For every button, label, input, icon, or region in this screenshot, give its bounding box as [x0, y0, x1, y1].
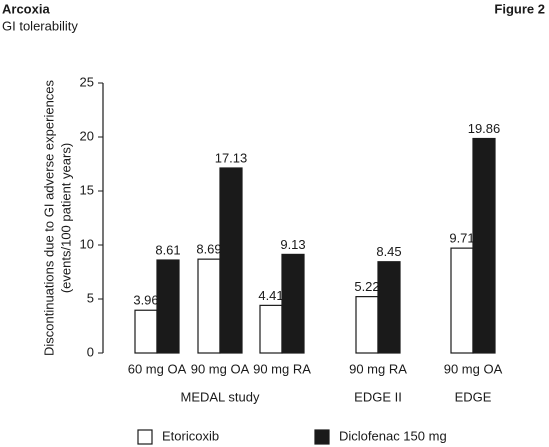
y-axis-label: (events/100 patient years) [58, 143, 73, 293]
value-label: 8.45 [376, 244, 401, 259]
chart-subtitle: GI tolerability [2, 18, 78, 33]
legend-swatch [314, 429, 330, 445]
y-tick-label: 0 [87, 344, 94, 359]
value-label: 19.86 [468, 121, 501, 136]
bar [355, 296, 379, 354]
value-label: 3.96 [133, 293, 158, 308]
chart-title: Arcoxia [2, 1, 50, 16]
value-label: 8.69 [196, 242, 221, 257]
value-label: 9.13 [280, 237, 305, 252]
value-label: 4.41 [258, 288, 283, 303]
y-tick-label: 10 [80, 236, 94, 251]
bar [472, 137, 496, 354]
bar [450, 247, 474, 354]
y-tick-label: 15 [80, 182, 94, 197]
x-tick-label: 90 mg RA [253, 361, 311, 376]
bar [377, 261, 401, 354]
bar [219, 167, 243, 354]
value-label: 17.13 [215, 150, 248, 165]
bar [156, 259, 180, 354]
x-tick-label: 60 mg OA [128, 361, 187, 376]
figure-label: Figure 2 [494, 1, 545, 16]
legend-swatch [137, 429, 153, 445]
y-axis-label: Discontinuations due to GI adverse exper… [41, 79, 56, 356]
bar [134, 309, 158, 354]
y-tick-label: 20 [80, 128, 94, 143]
bar [197, 258, 221, 354]
legend-label: Etoricoxib [162, 428, 219, 443]
group-label: EDGE [455, 389, 492, 404]
x-tick-label: 90 mg RA [349, 361, 407, 376]
group-label: MEDAL study [181, 389, 260, 404]
x-tick-label: 90 mg OA [444, 361, 503, 376]
legend-label: Diclofenac 150 mg [339, 428, 447, 443]
group-label: EDGE II [354, 389, 402, 404]
x-tick-label: 90 mg OA [191, 361, 250, 376]
value-label: 9.71 [449, 231, 474, 246]
y-tick-label: 5 [87, 290, 94, 305]
value-label: 5.22 [354, 279, 379, 294]
y-tick-label: 25 [80, 74, 94, 89]
value-label: 8.61 [155, 242, 180, 257]
bar [281, 253, 305, 354]
bar [259, 304, 283, 354]
